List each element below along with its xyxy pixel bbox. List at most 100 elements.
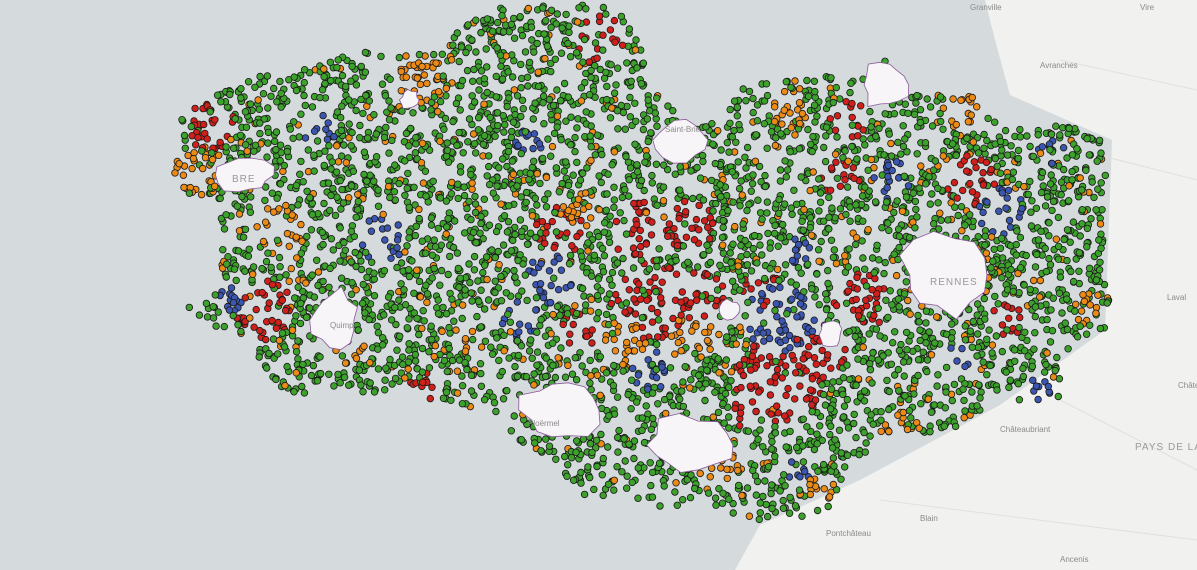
dot (743, 143, 752, 152)
dot (771, 452, 779, 460)
dot (322, 125, 330, 133)
dot (403, 324, 411, 332)
dot (848, 113, 856, 122)
dot (887, 139, 895, 148)
dot (816, 198, 825, 206)
dot (706, 473, 714, 481)
dot (542, 203, 551, 211)
dot (525, 347, 534, 355)
dot (500, 347, 508, 355)
dot (939, 104, 948, 112)
dot (854, 375, 863, 383)
dot (178, 115, 186, 124)
dot (329, 246, 337, 254)
dot (990, 245, 998, 253)
dot (699, 196, 708, 204)
dot (337, 205, 345, 213)
dot (688, 224, 696, 232)
dot (506, 318, 514, 326)
dot (793, 335, 801, 344)
dot (529, 115, 537, 123)
dot (802, 367, 810, 375)
dot (263, 364, 271, 372)
dot (611, 347, 620, 355)
dot (958, 344, 966, 353)
dot (577, 468, 585, 477)
dot (404, 365, 412, 373)
dot (701, 328, 709, 337)
dot (568, 370, 577, 378)
dot (349, 167, 358, 175)
dot (861, 141, 869, 149)
dot (1034, 395, 1042, 404)
dot (519, 260, 527, 268)
dot (269, 335, 278, 343)
dot (405, 315, 413, 323)
dot (452, 99, 461, 108)
dot (300, 65, 309, 74)
dot (477, 323, 485, 331)
dot (898, 207, 907, 215)
dot (325, 283, 333, 291)
dot (492, 93, 500, 101)
dot (653, 201, 661, 209)
dot (470, 139, 479, 148)
dot (288, 326, 297, 334)
dot (479, 268, 487, 277)
dot (585, 202, 593, 211)
dot (448, 178, 456, 187)
dot (833, 112, 842, 120)
dot (776, 166, 785, 174)
dot (639, 59, 648, 67)
dot (632, 324, 640, 332)
dot (310, 127, 319, 135)
dot (546, 298, 555, 307)
dot (615, 426, 623, 435)
dot (846, 375, 854, 384)
dot (887, 152, 896, 160)
dot (541, 332, 550, 340)
dot (801, 467, 809, 476)
dot (866, 360, 874, 368)
dot (618, 193, 626, 202)
dot (320, 65, 328, 73)
dot (180, 183, 188, 192)
dot (748, 352, 757, 360)
dot (827, 364, 835, 372)
dot (864, 166, 872, 174)
dot (439, 72, 447, 80)
dot (751, 157, 760, 165)
dot (588, 326, 596, 334)
dot (895, 346, 904, 355)
dot (492, 72, 500, 81)
dot (370, 177, 378, 185)
dot (542, 435, 550, 443)
dot (251, 83, 259, 91)
dot (511, 362, 519, 371)
dot (597, 178, 605, 187)
dot (671, 488, 679, 496)
dot (472, 16, 480, 24)
dot (598, 471, 606, 479)
dot (830, 246, 838, 254)
dot (728, 328, 736, 336)
dot (1015, 306, 1023, 314)
dot (194, 133, 202, 142)
dot (808, 327, 817, 335)
dot (990, 180, 998, 188)
dot (382, 123, 390, 132)
dot (580, 35, 589, 44)
dot (614, 125, 622, 133)
dot (905, 233, 914, 242)
dot (954, 211, 962, 220)
dot (405, 203, 413, 212)
dot (1009, 287, 1017, 296)
dot (821, 157, 830, 166)
dot (741, 236, 749, 245)
dot (212, 322, 220, 330)
dot (597, 430, 605, 439)
dot (504, 217, 513, 226)
dot (569, 171, 577, 179)
dot (587, 372, 595, 380)
dot (1046, 180, 1055, 188)
